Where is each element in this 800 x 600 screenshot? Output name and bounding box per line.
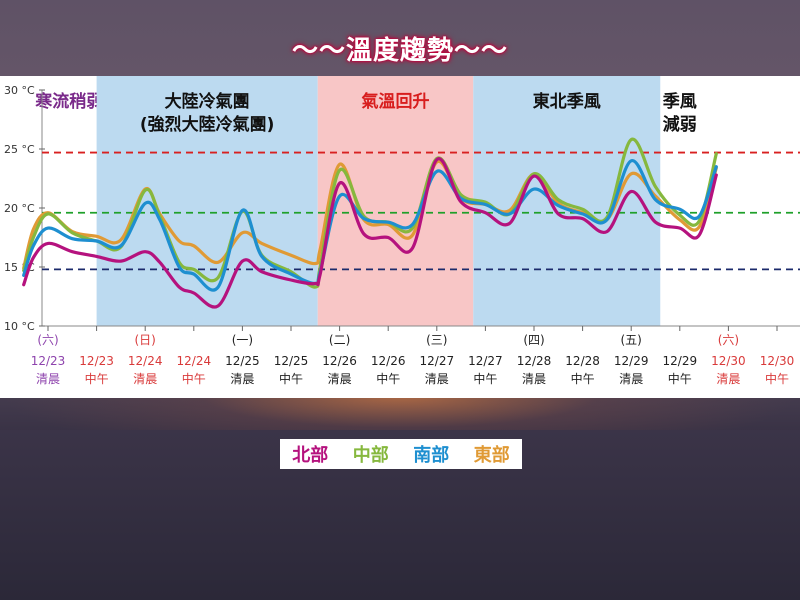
x-tick-date: 12/27 xyxy=(420,354,455,368)
x-tick-date: 12/29 xyxy=(614,354,649,368)
x-tick-date: 12/24 xyxy=(177,354,212,368)
x-tick-date: 12/30 xyxy=(711,354,746,368)
x-tick-date: 12/28 xyxy=(565,354,600,368)
x-tick-time: 中午 xyxy=(85,371,109,386)
series-line-south xyxy=(22,159,718,292)
region-label-2-0: 氣溫回升 xyxy=(361,91,429,112)
x-tick-time: 中午 xyxy=(376,371,400,386)
x-tick-day: (日) xyxy=(135,333,156,347)
series-line-north xyxy=(22,157,718,309)
x-tick-day: (一) xyxy=(232,333,253,347)
x-tick-time: 清晨 xyxy=(425,372,449,386)
x-tick-day: (六) xyxy=(718,333,739,347)
legend-item-east: 東部 xyxy=(473,445,510,466)
x-tick-time: 中午 xyxy=(279,371,303,386)
x-tick-time: 清晨 xyxy=(230,372,254,386)
region-label-3-0: 東北季風 xyxy=(533,91,601,112)
legend-item-north: 北部 xyxy=(292,445,329,466)
chart-title: ～～溫度趨勢～～ xyxy=(291,36,508,66)
x-tick-date: 12/28 xyxy=(517,354,552,368)
x-tick-date: 12/29 xyxy=(663,354,698,368)
region-3 xyxy=(473,76,661,326)
y-tick-label: 25 °C xyxy=(4,143,35,156)
x-tick-day: (三) xyxy=(426,333,447,347)
x-tick-date: 12/27 xyxy=(468,354,503,368)
y-tick-label: 30 °C xyxy=(4,84,35,97)
x-tick-time: 清晨 xyxy=(36,372,60,386)
x-tick-date: 12/26 xyxy=(371,354,406,368)
x-tick-time: 中午 xyxy=(473,371,497,386)
x-tick-time: 中午 xyxy=(765,371,789,386)
region-label-4-0: 季風 xyxy=(663,91,697,112)
x-tick-date: 12/25 xyxy=(225,354,260,368)
region-label-4-1: 減弱 xyxy=(663,114,697,135)
region-label-1-1: (強烈大陸冷氣團) xyxy=(140,114,275,135)
x-tick-date: 12/23 xyxy=(31,354,66,368)
y-tick-label: 10 °C xyxy=(4,320,35,333)
region-0 xyxy=(42,76,97,326)
region-2 xyxy=(317,76,474,326)
x-tick-time: 清晨 xyxy=(522,372,546,386)
x-tick-time: 中午 xyxy=(182,371,206,386)
x-tick-date: 12/24 xyxy=(128,354,163,368)
legend-item-south: 南部 xyxy=(413,445,450,466)
x-tick-time: 清晨 xyxy=(133,372,157,386)
legend: 北部 中部 南部 東部 xyxy=(280,439,522,469)
x-tick-time: 清晨 xyxy=(328,372,352,386)
x-tick-date: 12/23 xyxy=(79,354,114,368)
region-1 xyxy=(96,76,318,326)
x-tick-time: 中午 xyxy=(668,371,692,386)
x-tick-time: 中午 xyxy=(571,371,595,386)
x-tick-date: 12/26 xyxy=(322,354,357,368)
x-tick-date: 12/30 xyxy=(760,354,795,368)
x-tick-day: (四) xyxy=(523,333,544,347)
legend-item-central: 中部 xyxy=(352,445,389,466)
region-label-1-0: 大陸冷氣團 xyxy=(165,91,250,112)
x-tick-time: 清晨 xyxy=(619,372,643,386)
x-tick-day: (二) xyxy=(329,333,350,347)
x-tick-date: 12/25 xyxy=(274,354,309,368)
y-tick-label: 20 °C xyxy=(4,202,35,215)
x-tick-day: (六) xyxy=(37,333,58,347)
x-tick-time: 清晨 xyxy=(716,372,740,386)
region-label-0-0: 寒流稍弱 xyxy=(35,91,103,112)
x-tick-day: (五) xyxy=(621,333,642,347)
